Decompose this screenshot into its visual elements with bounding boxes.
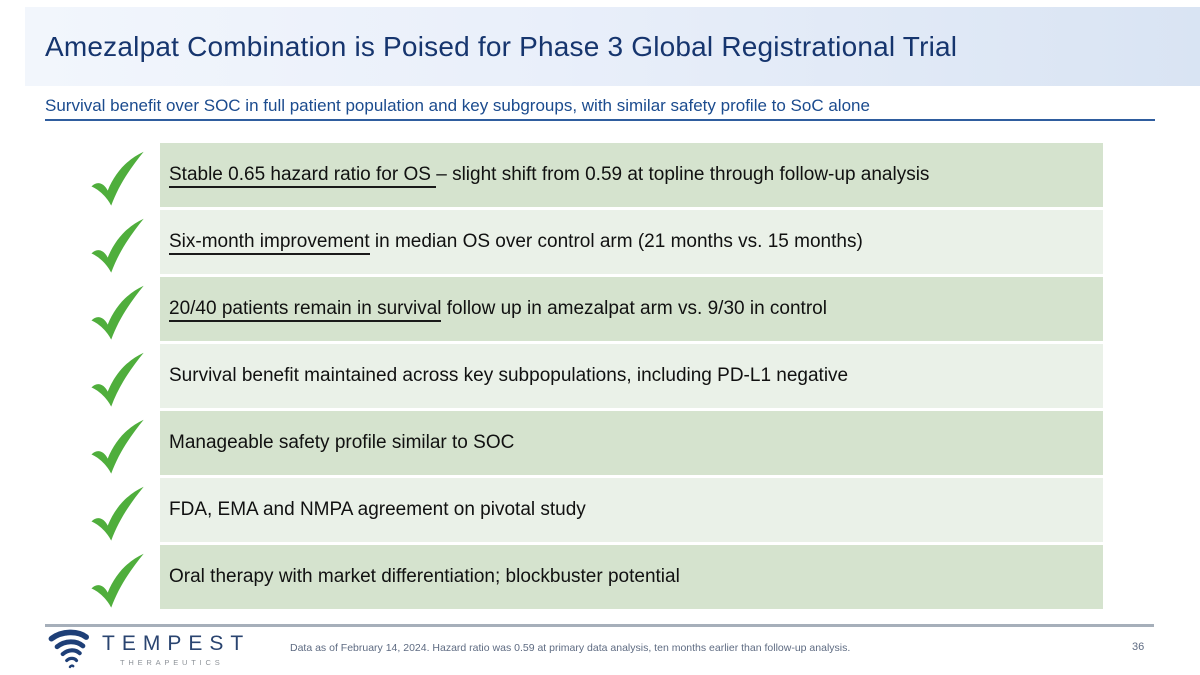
item-text: Manageable safety profile similar to SOC [169, 432, 515, 453]
item-text: Survival benefit maintained across key s… [169, 365, 849, 386]
slide-subtitle: Survival benefit over SOC in full patien… [45, 96, 870, 115]
company-logo: TEMPEST THERAPEUTICS [44, 629, 250, 671]
page-number: 36 [1132, 641, 1145, 653]
subtitle-divider [45, 119, 1155, 121]
checklist-row: Oral therapy with market differentiation… [88, 545, 1103, 609]
item-text: Oral therapy with market differentiation… [169, 566, 680, 587]
item-text: – slight shift from 0.59 at topline thro… [436, 164, 930, 185]
checklist-item-text: Stable 0.65 hazard ratio for OS – slight… [160, 143, 1103, 207]
checklist-item-text: Manageable safety profile similar to SOC [160, 411, 1103, 475]
checkmark-icon [88, 277, 160, 341]
checklist-row: Manageable safety profile similar to SOC [88, 411, 1103, 475]
item-text: in median OS over control arm (21 months… [369, 231, 863, 252]
item-text: follow up in amezalpat arm vs. 9/30 in c… [441, 298, 827, 319]
footer-divider [45, 624, 1154, 627]
logo-subname: THERAPEUTICS [120, 658, 224, 667]
checkmark-icon [88, 344, 160, 408]
checkmark-icon [88, 411, 160, 475]
checklist-item-text: Six-month improvement in median OS over … [160, 210, 1103, 274]
checklist: Stable 0.65 hazard ratio for OS – slight… [88, 143, 1103, 612]
checklist-item-text: Oral therapy with market differentiation… [160, 545, 1103, 609]
checkmark-icon [88, 143, 160, 207]
checklist-item-text: FDA, EMA and NMPA agreement on pivotal s… [160, 478, 1103, 542]
checklist-row: Six-month improvement in median OS over … [88, 210, 1103, 274]
checkmark-icon [88, 545, 160, 609]
checklist-row: Stable 0.65 hazard ratio for OS – slight… [88, 143, 1103, 207]
checklist-item-text: Survival benefit maintained across key s… [160, 344, 1103, 408]
item-text: FDA, EMA and NMPA agreement on pivotal s… [169, 499, 586, 520]
checkmark-icon [88, 478, 160, 542]
logo-wordmark: TEMPEST THERAPEUTICS [102, 633, 250, 667]
page-title: Amezalpat Combination is Poised for Phas… [45, 30, 958, 62]
checklist-item-text: 20/40 patients remain in survival follow… [160, 277, 1103, 341]
footnote: Data as of February 14, 2024. Hazard rat… [290, 642, 851, 654]
checklist-row: 20/40 patients remain in survival follow… [88, 277, 1103, 341]
checkmark-icon [88, 210, 160, 274]
header-band: Amezalpat Combination is Poised for Phas… [25, 7, 1200, 86]
underlined-text: Stable 0.65 hazard ratio for OS [169, 164, 437, 188]
checklist-row: Survival benefit maintained across key s… [88, 344, 1103, 408]
tornado-icon [44, 629, 96, 671]
underlined-text: 20/40 patients remain in survival [169, 298, 442, 322]
logo-name: TEMPEST [102, 632, 251, 655]
checklist-row: FDA, EMA and NMPA agreement on pivotal s… [88, 478, 1103, 542]
underlined-text: Six-month improvement [169, 231, 370, 255]
